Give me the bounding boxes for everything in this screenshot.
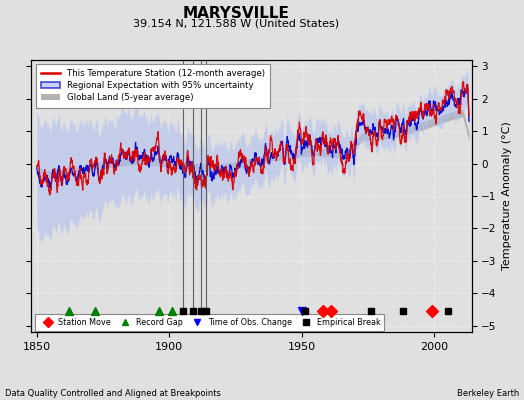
Text: MARYSVILLE: MARYSVILLE bbox=[182, 6, 289, 21]
Text: 39.154 N, 121.588 W (United States): 39.154 N, 121.588 W (United States) bbox=[133, 18, 339, 28]
Legend: Station Move, Record Gap, Time of Obs. Change, Empirical Break: Station Move, Record Gap, Time of Obs. C… bbox=[36, 314, 384, 331]
Text: Berkeley Earth: Berkeley Earth bbox=[456, 389, 519, 398]
Text: Data Quality Controlled and Aligned at Breakpoints: Data Quality Controlled and Aligned at B… bbox=[5, 389, 221, 398]
Y-axis label: Temperature Anomaly (°C): Temperature Anomaly (°C) bbox=[502, 122, 512, 270]
